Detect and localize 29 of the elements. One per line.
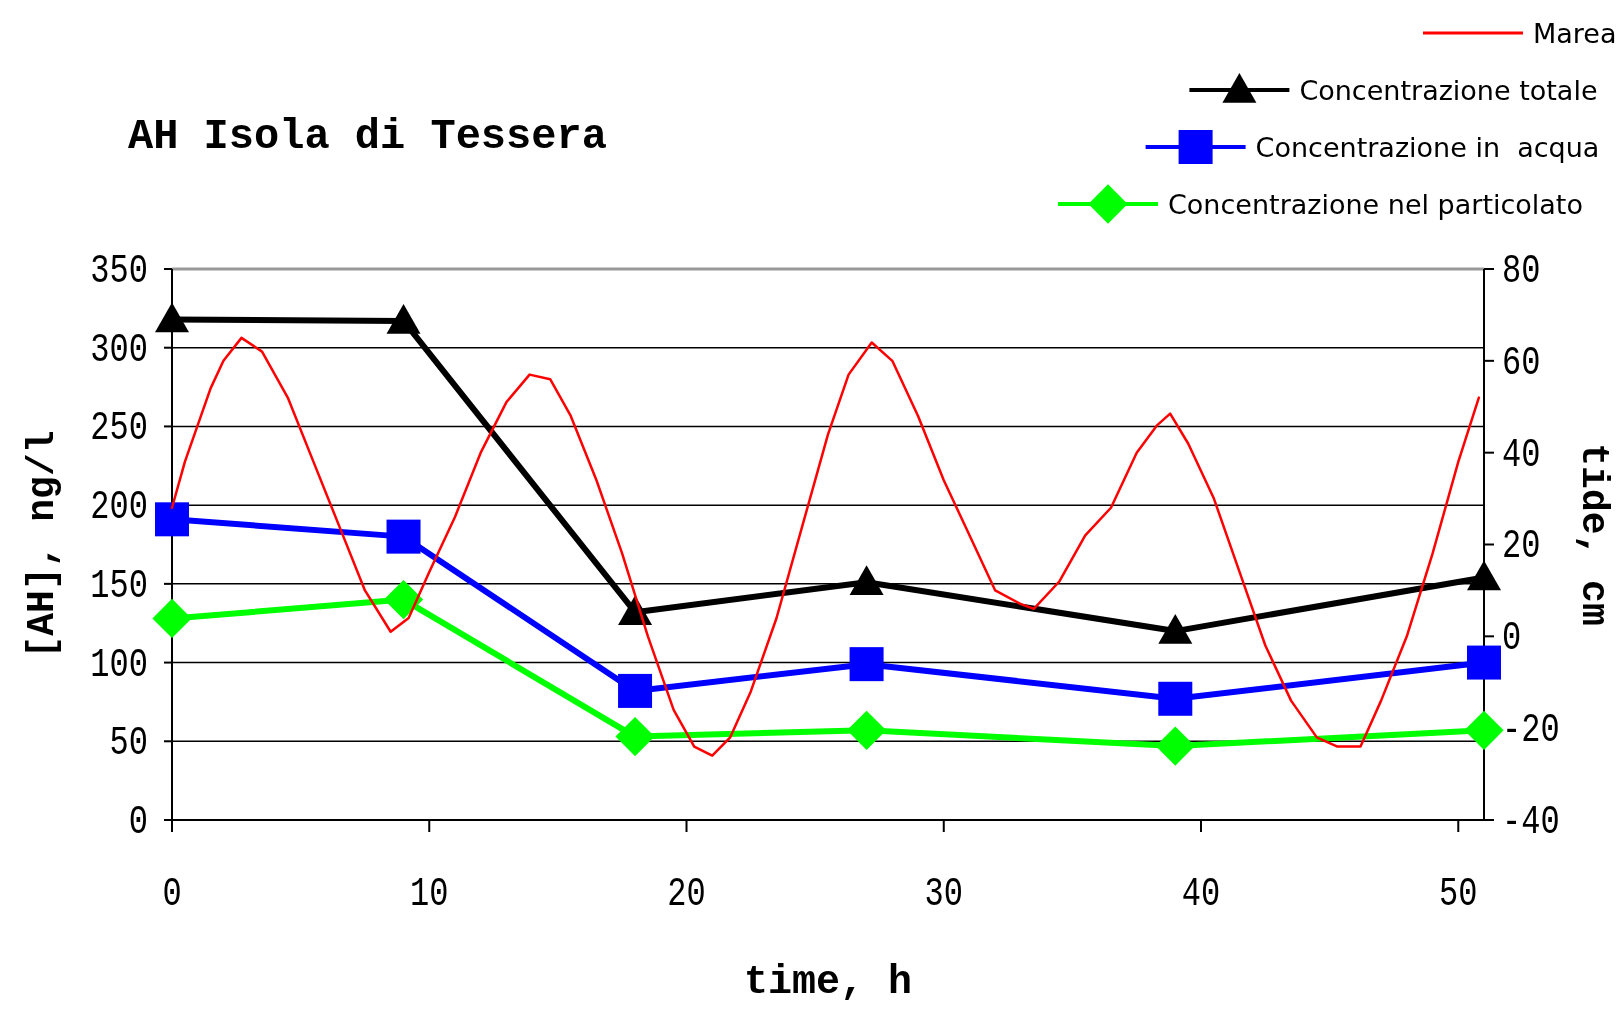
legend-label: Marea	[1533, 18, 1617, 49]
y2-axis-title: tide, cm	[1572, 443, 1615, 626]
y-tick-label: 300	[90, 327, 148, 373]
legend-label: Concentrazione in acqua	[1255, 132, 1600, 163]
y2-tick-label: -20	[1502, 708, 1560, 754]
x-tick-label: 30	[924, 871, 963, 918]
x-tick-label: 50	[1439, 871, 1478, 918]
x-axis-title: time, h	[743, 960, 913, 1005]
y-tick-label: 50	[109, 721, 148, 767]
legend-label: Concentrazione nel particolato	[1168, 189, 1583, 220]
x-tick-label: 0	[162, 871, 182, 918]
x-tick-label: 10	[410, 871, 449, 918]
y-tick-label: 0	[128, 799, 148, 846]
x-tick-label: 20	[667, 871, 706, 918]
y-tick-label: 350	[90, 248, 148, 295]
y2-tick-label: 40	[1502, 432, 1541, 478]
chart-title: AH Isola di Tessera	[128, 113, 607, 161]
y-tick-label: 100	[90, 642, 148, 688]
y2-tick-label: 20	[1502, 524, 1541, 570]
legend-label: Concentrazione totale	[1299, 75, 1598, 106]
y2-tick-label: 60	[1502, 340, 1541, 386]
y-tick-label: 250	[90, 406, 148, 452]
y-axis-title: [AH], ng/l	[21, 430, 64, 659]
y2-tick-label: 0	[1502, 616, 1522, 662]
y-tick-label: 150	[90, 563, 148, 609]
x-tick-label: 40	[1181, 871, 1221, 918]
y2-tick-label: 80	[1502, 248, 1541, 295]
y2-tick-label: -40	[1502, 799, 1560, 846]
y-tick-label: 200	[90, 485, 148, 531]
